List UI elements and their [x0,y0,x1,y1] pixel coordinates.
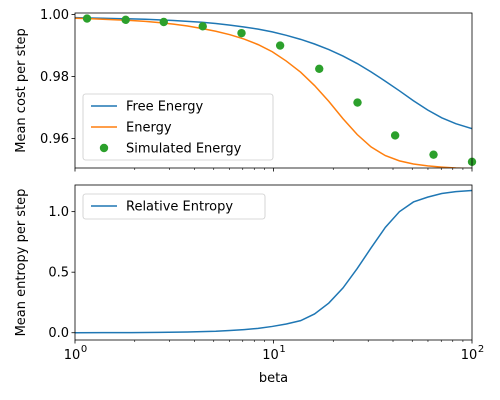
y-axis-label: Mean cost per step [14,28,29,153]
chart-panel-1: 0.96 0.98 1.00 Mean cost per step Free Energ… [14,8,477,172]
series-simulated-energy-point [198,22,207,31]
x-tick-exponent: 2 [478,344,484,355]
legend-label: Free Energy [126,100,204,115]
y-tick-label: 0.0 [48,326,69,341]
x-tick-exponent: 1 [279,344,285,355]
series-simulated-energy-point [121,15,130,25]
series-simulated-energy-point [390,131,400,140]
legend-box [82,93,274,161]
y-tick-label: 0.5 [48,266,69,281]
series-simulated-energy-point [315,64,324,74]
legend-swatch [99,143,109,153]
x-tick-label: 10 [64,348,81,363]
series-simulated-energy-point [275,41,285,50]
series-free-energy-line [75,16,472,130]
series-energy-line [75,17,472,168]
y-tick-label: 0.98 [40,70,69,85]
series-relative-entropy-line [75,189,472,334]
legend-label: Relative Entropy [126,200,233,215]
x-tick-label: 10 [461,348,478,363]
series-simulated-energy-point [237,28,246,38]
series-simulated-energy-point [159,17,168,27]
y-tick-label: 0.96 [40,132,69,147]
series-simulated-energy-point [429,150,438,159]
x-tick-exponent: 0 [81,344,87,355]
x-axis-label: beta [259,371,288,386]
y-tick-label: 1.0 [48,205,69,220]
legend-box [82,193,266,220]
y-axis-label: Mean entropy per step [14,189,29,337]
legend-label: Simulated Energy [126,142,242,157]
x-tick-label: 10 [262,348,279,363]
legend-label: Energy [126,121,172,136]
y-tick-label: 1.00 [40,8,69,23]
series-simulated-energy-point [82,14,92,23]
series-simulated-energy-point [353,98,362,107]
